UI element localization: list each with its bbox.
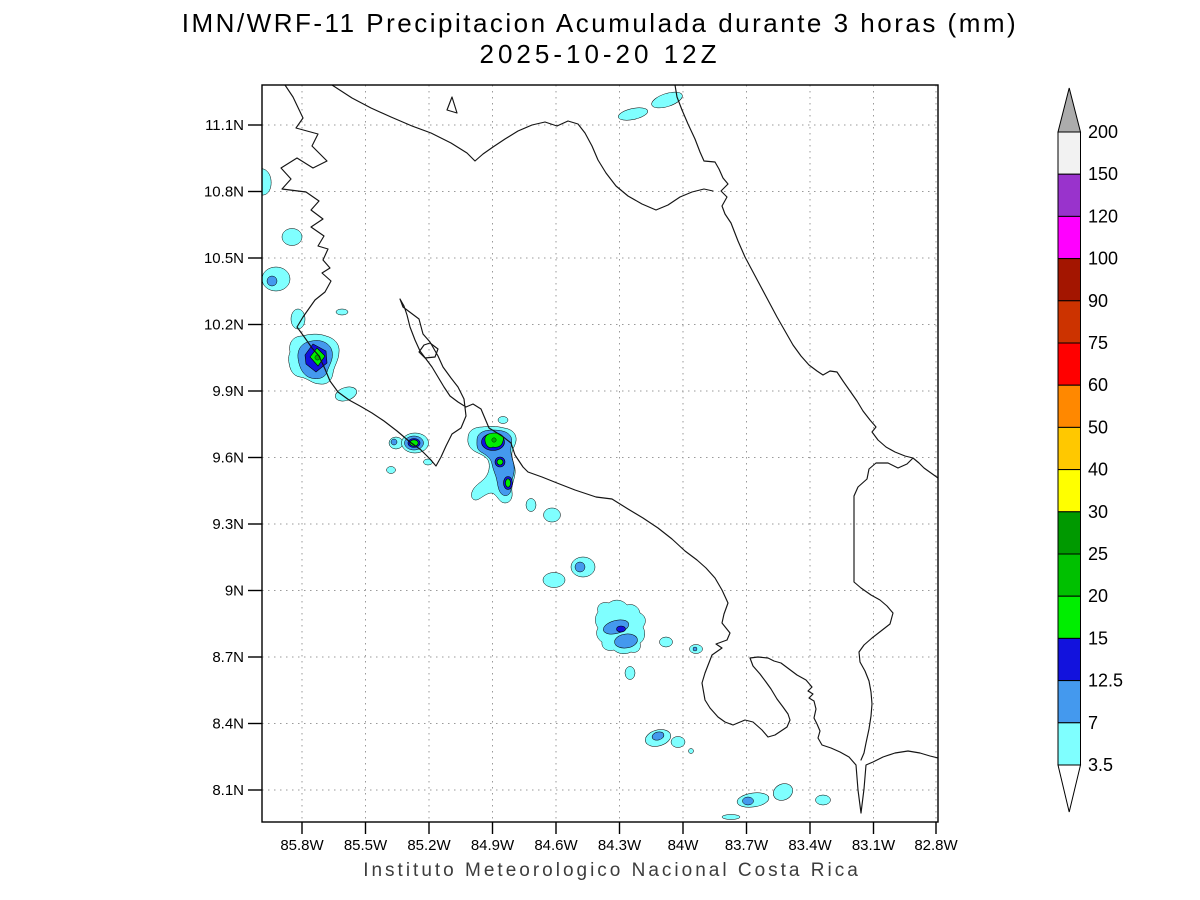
colorbar-cell-100-120: [1057, 215, 1081, 260]
lon-tick-label: 82.8W: [914, 837, 958, 854]
colorbar-cell-25-30: [1057, 511, 1081, 555]
lon-tick-label: 84.9W: [471, 837, 515, 854]
colorbar-cell-15-20: [1057, 595, 1081, 639]
caribbean-coastline: [674, 85, 938, 479]
lat-tick-label: 9.9N: [212, 383, 244, 400]
colorbar-cell-60-75: [1057, 342, 1081, 386]
costa-rica-coastline: [280, 85, 938, 814]
precip-level-3p5mm: [262, 91, 831, 820]
colorbar-cell-40-50: [1057, 426, 1081, 471]
colorbar-cell-3.5-7: [1057, 722, 1081, 766]
lon-tick-label: 83.1W: [852, 837, 896, 854]
lat-tick-label: 10.5N: [204, 250, 244, 267]
colorbar-tick-label: 15: [1088, 628, 1108, 648]
colorbar-cell-30-40: [1057, 469, 1081, 513]
footer-institution: Instituto Meteorologico Nacional Costa R…: [363, 860, 861, 881]
isla-chira: [418, 342, 439, 359]
colorbar-cell-12.5-15: [1057, 637, 1081, 682]
colorbar-cell-120-150: [1057, 173, 1081, 217]
lat-tick-label: 8.7N: [212, 649, 244, 666]
lat-tick-label: 9.3N: [212, 516, 244, 533]
colorbar-tick-label: 3.5: [1088, 755, 1113, 775]
coastline-layer: [280, 85, 938, 814]
lat-tick-label: 8.1N: [212, 782, 244, 799]
colorbar: 200 150 120 100 90 75 60 50 40 30 25 20 …: [1057, 87, 1123, 813]
colorbar-tick-label: 150: [1088, 164, 1118, 184]
lon-tick-label: 83.4W: [788, 837, 832, 854]
precip-level-12p5mm: [304, 343, 626, 633]
precipitation-contours: [262, 91, 831, 820]
colorbar-cell-20-25: [1057, 553, 1081, 597]
colorbar-cell-7-12.5: [1057, 680, 1081, 724]
lon-tick-label: 84.3W: [598, 837, 642, 854]
colorbar-tick-label: 40: [1088, 460, 1108, 480]
lat-tick-label: 11.1N: [205, 117, 244, 134]
colorbar-tick-label: 30: [1088, 502, 1108, 522]
colorbar-labels: 200 150 120 100 90 75 60 50 40 30 25 20 …: [1088, 122, 1123, 775]
lat-tick-label: 10.2N: [204, 317, 244, 334]
colorbar-above-max-arrow: [1057, 87, 1082, 133]
colorbar-tick-label: 50: [1088, 417, 1108, 437]
axis-ticks: [248, 124, 937, 834]
latitude-axis: 11.1N 10.8N 10.5N 10.2N 9.9N 9.6N 9.3N 9…: [204, 117, 244, 799]
lat-tick-label: 8.4N: [212, 716, 244, 733]
precip-level-7mm: [266, 275, 754, 806]
plot-title: IMN/WRF-11 Precipitacion Acumulada duran…: [182, 8, 1018, 38]
lat-tick-label: 9.6N: [212, 450, 244, 467]
colorbar-tick-label: 200: [1088, 122, 1118, 142]
colorbar-tick-label: 7: [1088, 713, 1098, 733]
lon-tick-label: 83.7W: [725, 837, 769, 854]
colorbar-tick-label: 100: [1088, 249, 1118, 269]
colorbar-tick-label: 20: [1088, 586, 1108, 606]
lon-tick-label: 84.6W: [534, 837, 578, 854]
lon-tick-label: 85.5W: [344, 837, 388, 854]
lake-nicaragua-and-border: [331, 85, 714, 211]
precip-level-15mm: [309, 347, 511, 488]
lon-tick-label: 84W: [668, 837, 700, 854]
colorbar-tick-label: 60: [1088, 375, 1108, 395]
colorbar-cell-150-200: [1057, 131, 1081, 175]
colorbar-cell-90-100: [1057, 258, 1081, 302]
lake-island: [446, 96, 458, 114]
colorbar-tick-label: 12.5: [1088, 671, 1123, 691]
map-frame: [261, 84, 939, 823]
colorbar-tick-label: 120: [1088, 206, 1118, 226]
colorbar-cell-50-60: [1057, 384, 1081, 428]
lat-tick-label: 9N: [225, 583, 244, 600]
colorbar-tick-label: 25: [1088, 544, 1108, 564]
colorbar-tick-label: 75: [1088, 333, 1108, 353]
plot-datetime: 2025-10-20 12Z: [479, 39, 720, 69]
longitude-axis: 85.8W 85.5W 85.2W 84.9W 84.6W 84.3W 84W …: [280, 837, 958, 854]
colorbar-cell-75-90: [1057, 300, 1081, 344]
lon-tick-label: 85.8W: [280, 837, 324, 854]
lon-tick-label: 85.2W: [407, 837, 451, 854]
lat-tick-label: 10.8N: [204, 184, 244, 201]
panama-border: [853, 457, 914, 761]
colorbar-below-min-arrow: [1057, 764, 1082, 813]
colorbar-tick-label: 90: [1088, 291, 1108, 311]
grid-lines: [262, 85, 938, 822]
